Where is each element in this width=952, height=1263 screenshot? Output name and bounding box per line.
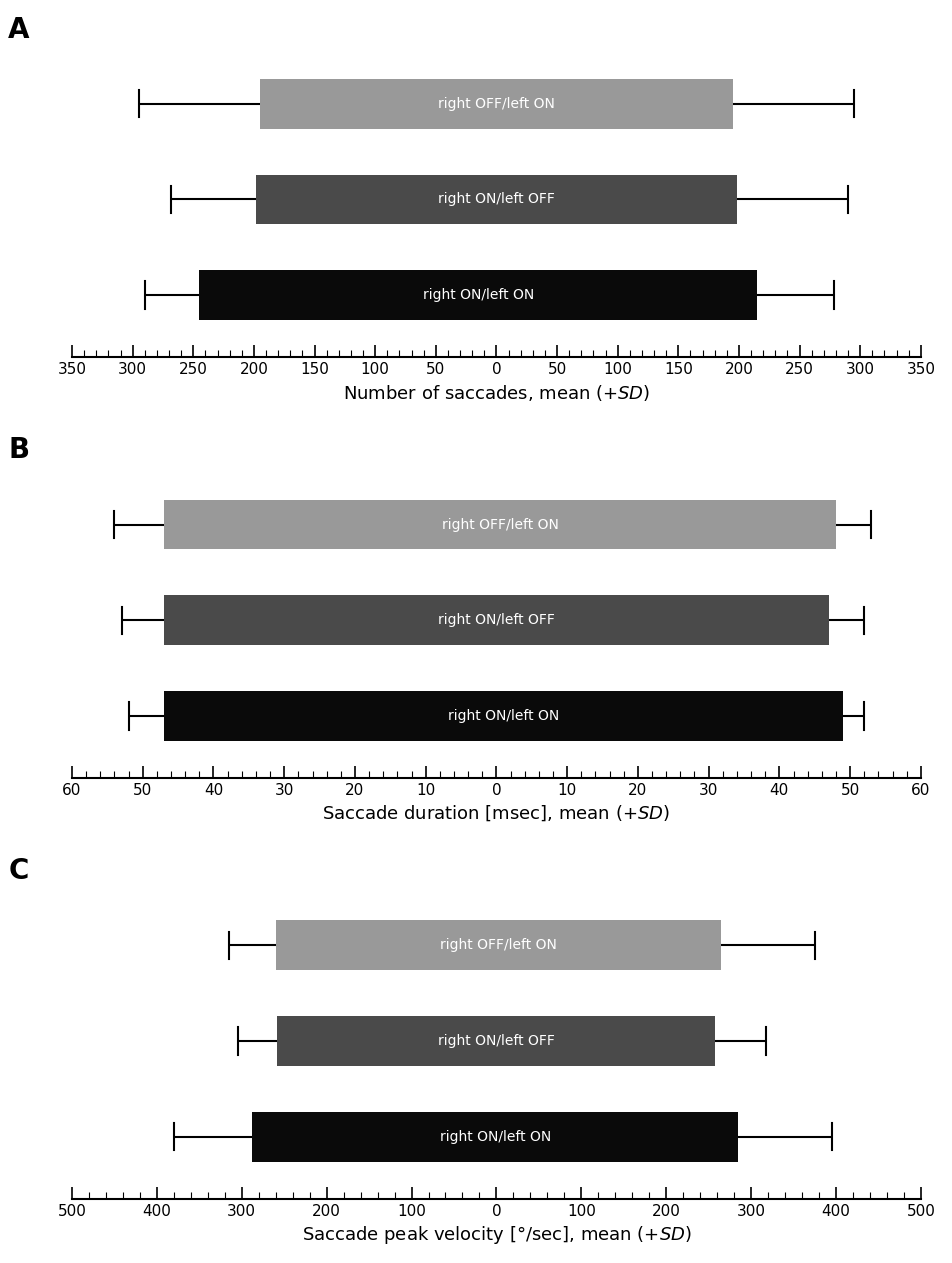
Text: right ON/left OFF: right ON/left OFF [438,1034,555,1048]
FancyBboxPatch shape [256,174,737,225]
FancyBboxPatch shape [276,921,722,970]
Text: A: A [9,15,30,44]
Text: right ON/left OFF: right ON/left OFF [438,192,555,206]
FancyBboxPatch shape [164,500,836,549]
FancyBboxPatch shape [199,270,757,320]
Text: right OFF/left ON: right OFF/left ON [442,518,559,532]
FancyBboxPatch shape [277,1017,715,1066]
X-axis label: Number of saccades, mean (+$\it{SD}$): Number of saccades, mean (+$\it{SD}$) [343,383,650,403]
FancyBboxPatch shape [252,1111,739,1162]
Text: right ON/left ON: right ON/left ON [440,1129,551,1144]
FancyBboxPatch shape [164,595,829,645]
X-axis label: Saccade duration [msec], mean (+$\it{SD}$): Saccade duration [msec], mean (+$\it{SD}… [323,803,670,823]
X-axis label: Saccade peak velocity [°/sec], mean (+$\it{SD}$): Saccade peak velocity [°/sec], mean (+$\… [302,1224,691,1247]
Text: right ON/left OFF: right ON/left OFF [438,614,555,628]
FancyBboxPatch shape [164,691,843,741]
Text: B: B [9,437,30,465]
Text: right OFF/left ON: right OFF/left ON [438,97,555,111]
Text: right ON/left ON: right ON/left ON [423,288,534,302]
Text: right OFF/left ON: right OFF/left ON [440,938,557,952]
FancyBboxPatch shape [260,78,733,129]
Text: right ON/left ON: right ON/left ON [447,709,559,722]
Text: C: C [9,858,29,885]
